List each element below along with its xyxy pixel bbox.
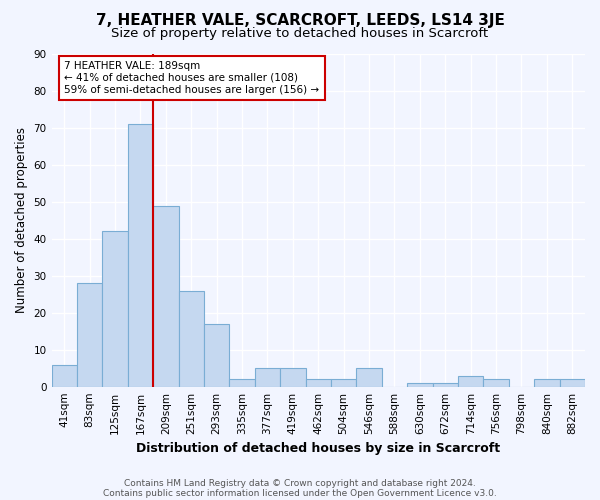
Bar	[407, 383, 433, 386]
Bar	[280, 368, 305, 386]
Bar	[103, 232, 128, 386]
Bar	[458, 376, 484, 386]
Bar	[204, 324, 229, 386]
Bar	[356, 368, 382, 386]
Y-axis label: Number of detached properties: Number of detached properties	[15, 128, 28, 314]
Bar	[534, 380, 560, 386]
Text: Contains HM Land Registry data © Crown copyright and database right 2024.: Contains HM Land Registry data © Crown c…	[124, 478, 476, 488]
Bar	[77, 283, 103, 387]
Bar	[331, 380, 356, 386]
Bar	[433, 383, 458, 386]
Text: 7 HEATHER VALE: 189sqm
← 41% of detached houses are smaller (108)
59% of semi-de: 7 HEATHER VALE: 189sqm ← 41% of detached…	[64, 62, 319, 94]
Bar	[153, 206, 179, 386]
Bar	[305, 380, 331, 386]
Text: 7, HEATHER VALE, SCARCROFT, LEEDS, LS14 3JE: 7, HEATHER VALE, SCARCROFT, LEEDS, LS14 …	[95, 12, 505, 28]
Text: Size of property relative to detached houses in Scarcroft: Size of property relative to detached ho…	[112, 28, 488, 40]
Text: Contains public sector information licensed under the Open Government Licence v3: Contains public sector information licen…	[103, 488, 497, 498]
Bar	[255, 368, 280, 386]
Bar	[179, 290, 204, 386]
Bar	[484, 380, 509, 386]
X-axis label: Distribution of detached houses by size in Scarcroft: Distribution of detached houses by size …	[136, 442, 500, 455]
Bar	[560, 380, 585, 386]
Bar	[52, 364, 77, 386]
Bar	[128, 124, 153, 386]
Bar	[229, 380, 255, 386]
